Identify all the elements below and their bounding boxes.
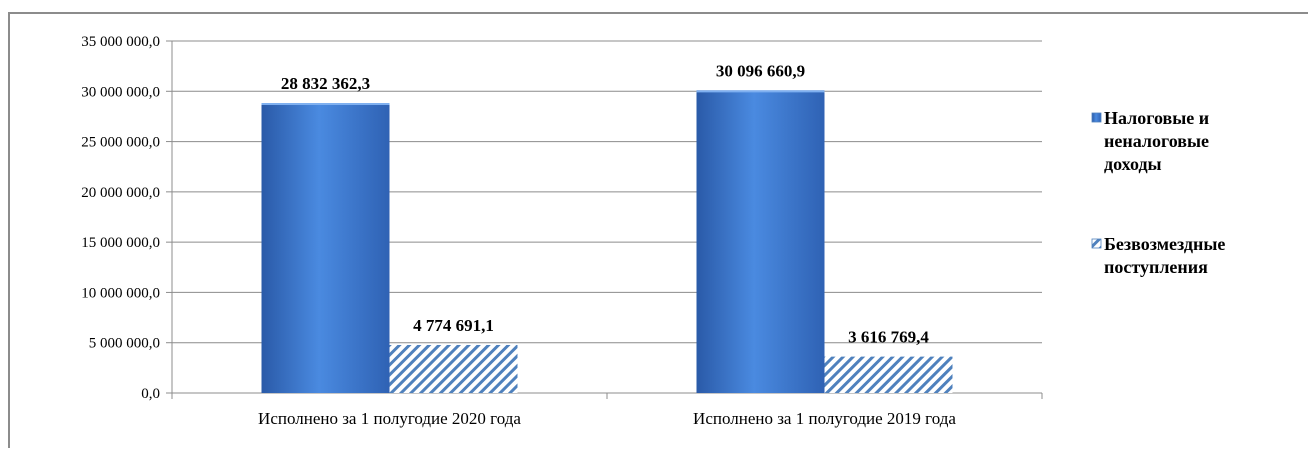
y-tick-label: 35 000 000,0 [81, 34, 160, 50]
chart-frame [8, 12, 1308, 448]
bar-series-1-cat-2 [696, 90, 825, 393]
bar-series-2-cat-1 [389, 344, 518, 393]
legend-label: неналоговые [1104, 131, 1209, 151]
x-category-label: Исполнено за 1 полугодие 2020 года [258, 409, 521, 428]
x-axis-categories: Исполнено за 1 полугодие 2020 года Исполн… [258, 409, 956, 428]
legend-label: доходы [1104, 154, 1162, 174]
bars: 28 832 362,3 4 774 691,1 30 096 660,9 3 616… [261, 61, 953, 394]
data-label: 4 774 691,1 [413, 316, 494, 335]
legend-label: Налоговые и [1104, 108, 1209, 128]
y-tick-label: 0,0 [141, 386, 160, 402]
legend-label: поступления [1104, 257, 1208, 277]
y-tick-label: 25 000 000,0 [81, 135, 160, 151]
legend-swatch [1091, 238, 1102, 249]
bar-series-2-cat-2 [824, 356, 953, 393]
y-tick-label: 20 000 000,0 [81, 185, 160, 201]
y-axis-ticks: 0,0 5 000 000,0 10 000 000,0 15 000 000,0 20… [81, 34, 172, 402]
legend-label: Безвозмездные [1104, 234, 1225, 254]
y-tick-label: 10 000 000,0 [81, 285, 160, 301]
y-tick-label: 5 000 000,0 [89, 336, 160, 352]
bar-series-1-cat-1 [261, 103, 390, 394]
data-label: 28 832 362,3 [281, 74, 370, 93]
legend: Налоговые и неналоговые доходы Безвозмездны… [1091, 108, 1225, 277]
legend-swatch [1091, 112, 1102, 123]
y-tick-label: 30 000 000,0 [81, 84, 160, 100]
y-tick-label: 15 000 000,0 [81, 235, 160, 251]
x-category-label: Исполнено за 1 полугодие 2019 года [693, 409, 956, 428]
data-label: 3 616 769,4 [848, 328, 929, 347]
gridlines [172, 40, 1042, 344]
data-label: 30 096 660,9 [716, 61, 805, 80]
